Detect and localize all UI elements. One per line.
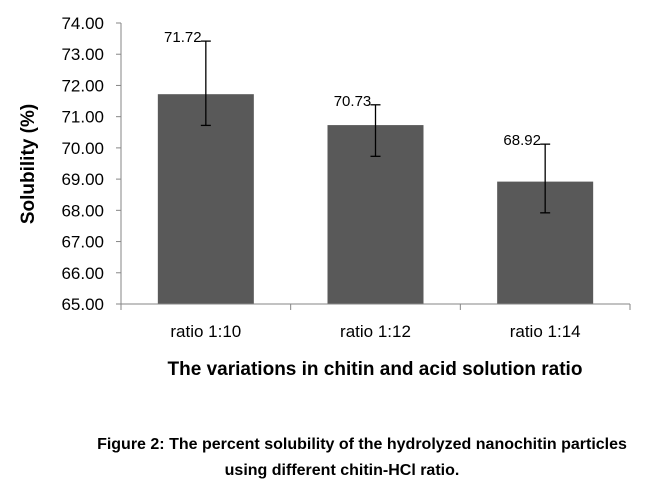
data-labels: 71.72 70.73 68.92: [164, 29, 541, 149]
data-label: 71.72: [164, 29, 202, 46]
y-tick-label: 65.00: [61, 295, 104, 314]
error-bar-3: [540, 143, 551, 214]
bar-chart: 65.00 66.00 67.00 68.00 69.00 70.00 71.00 72.00…: [18, 14, 631, 380]
error-bars: [200, 40, 551, 214]
caption-line-1: Figure 2: The percent solubility of the …: [97, 436, 627, 453]
y-axis-title: Solubility (%): [18, 104, 39, 224]
y-tick-label: 73.00: [61, 45, 104, 64]
bar-1: [157, 94, 254, 304]
figure-caption: Figure 2: The percent solubility of the …: [0, 432, 664, 484]
bars: [157, 94, 594, 304]
y-tick-label: 69.00: [61, 170, 104, 189]
data-label: 68.92: [503, 132, 541, 149]
y-axis-ticks: 65.00 66.00 67.00 68.00 69.00 70.00 71.00 72.00…: [61, 14, 121, 314]
x-axis-title: The variations in chitin and acid soluti…: [168, 359, 583, 380]
y-tick-label: 74.00: [61, 14, 104, 33]
x-axis-ticks: ratio 1:10 ratio 1:12 ratio 1:14: [120, 304, 631, 341]
error-bar-1: [200, 40, 211, 127]
y-tick-label: 66.00: [61, 264, 104, 283]
x-tick-label: ratio 1:10: [170, 322, 241, 341]
y-tick-label: 72.00: [61, 76, 104, 95]
error-bar-2: [370, 104, 381, 157]
y-tick-label: 67.00: [61, 233, 104, 252]
caption-line-2: using different chitin-HCl ratio.: [224, 462, 460, 479]
x-tick-label: ratio 1:14: [510, 322, 581, 341]
y-tick-label: 71.00: [61, 108, 104, 127]
y-tick-label: 68.00: [61, 201, 104, 220]
data-label: 70.73: [334, 93, 372, 110]
y-tick-label: 70.00: [61, 139, 104, 158]
x-tick-label: ratio 1:12: [340, 322, 411, 341]
